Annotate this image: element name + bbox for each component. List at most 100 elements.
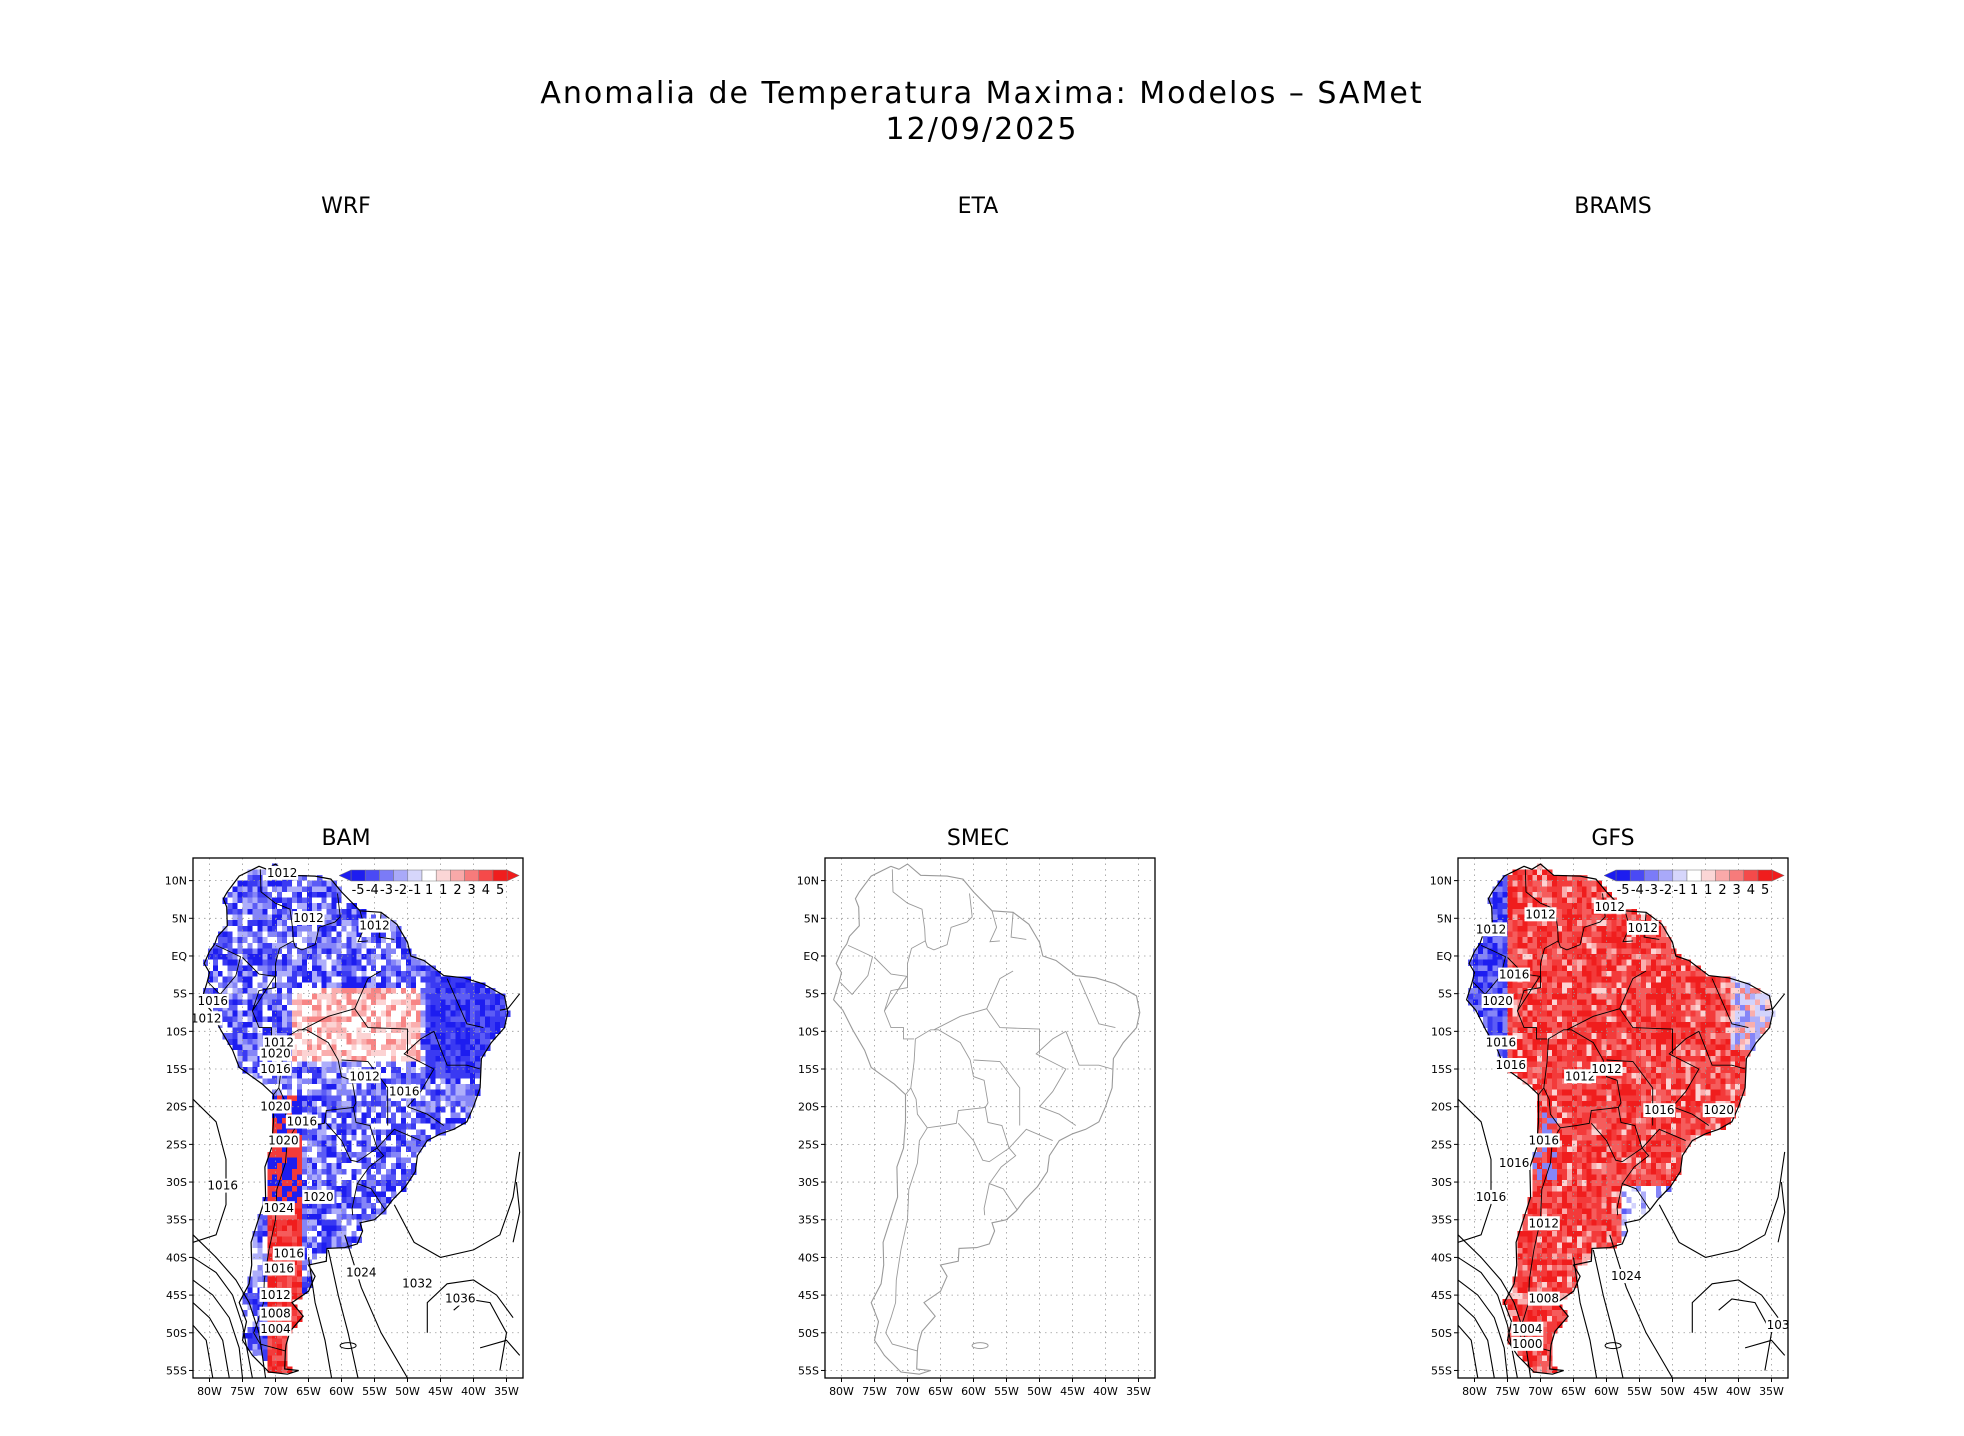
anomaly-cell <box>1581 1005 1588 1012</box>
anomaly-cell <box>341 1010 347 1017</box>
anomaly-cell <box>1566 886 1573 893</box>
anomaly-cell <box>1522 1005 1528 1012</box>
anomaly-cell <box>1670 1055 1677 1063</box>
anomaly-cell <box>1715 1033 1721 1040</box>
anomaly-cell <box>282 1236 288 1243</box>
anomaly-cell <box>321 1005 328 1012</box>
anomaly-cell <box>301 875 308 882</box>
anomaly-cell <box>1685 965 1692 972</box>
anomaly-cell <box>1562 897 1568 904</box>
anomaly-cell <box>1537 959 1543 966</box>
anomaly-cell <box>1621 1005 1627 1012</box>
anomaly-cell <box>1631 942 1637 950</box>
anomaly-cell <box>410 976 417 983</box>
anomaly-cell <box>361 999 367 1006</box>
anomaly-cell <box>1740 1084 1746 1091</box>
anomaly-cell <box>262 999 268 1006</box>
anomaly-cell <box>331 1242 338 1249</box>
anomaly-cell <box>341 1021 347 1029</box>
anomaly-cell <box>247 925 253 933</box>
anomaly-cell <box>1705 1095 1711 1102</box>
anomaly-cell <box>242 1005 248 1012</box>
anomaly-cell <box>336 1214 343 1221</box>
anomaly-cell <box>1596 971 1603 978</box>
anomaly-cell <box>296 1174 303 1181</box>
anomaly-cell <box>420 1135 427 1142</box>
anomaly-cell <box>361 1123 367 1130</box>
anomaly-cell <box>1576 891 1583 899</box>
anomaly-cell <box>321 1095 328 1102</box>
anomaly-cell <box>1537 880 1543 887</box>
anomaly-cell <box>1700 1044 1706 1051</box>
anomaly-cell <box>381 948 387 955</box>
anomaly-cell <box>1591 999 1598 1006</box>
anomaly-cell <box>262 937 268 944</box>
colorbar-min-arrow <box>338 869 352 882</box>
anomaly-cell <box>430 1050 437 1057</box>
anomaly-cell <box>1566 976 1573 983</box>
anomaly-cell <box>296 1310 303 1317</box>
anomaly-cell <box>1680 1027 1687 1034</box>
anomaly-cell <box>1646 1078 1652 1085</box>
anomaly-cell <box>1581 1118 1588 1125</box>
anomaly-cell <box>1557 1118 1563 1125</box>
lon-tick-label: 55W <box>362 1385 387 1398</box>
anomaly-cell <box>262 925 268 933</box>
anomaly-cell <box>1581 1033 1588 1040</box>
anomaly-cell <box>306 1157 313 1164</box>
anomaly-cell <box>410 1157 417 1164</box>
anomaly-cell <box>1571 1112 1578 1119</box>
anomaly-cell <box>1685 1095 1692 1102</box>
anomaly-cell <box>222 1016 229 1023</box>
anomaly-cell <box>1522 1010 1528 1017</box>
anomaly-cell <box>301 1010 308 1017</box>
anomaly-cell <box>455 1078 461 1085</box>
anomaly-cell <box>1730 1021 1736 1029</box>
lat-tick-label: 50S <box>166 1327 187 1340</box>
anomaly-cell <box>232 897 239 904</box>
anomaly-cell <box>296 1038 303 1046</box>
anomaly-cell <box>400 1050 407 1057</box>
anomaly-cell <box>1656 1016 1662 1023</box>
anomaly-cell <box>1665 1021 1672 1029</box>
anomaly-cell <box>1507 920 1513 927</box>
anomaly-cell <box>400 1044 407 1051</box>
anomaly-cell <box>1735 1072 1741 1080</box>
isobar-line <box>307 1257 333 1378</box>
anomaly-cell <box>341 988 347 995</box>
anomaly-cell <box>445 1038 451 1046</box>
anomaly-cell <box>405 965 412 972</box>
anomaly-cell <box>1487 1021 1494 1029</box>
anomaly-cell <box>227 886 234 893</box>
anomaly-cell <box>336 1010 343 1017</box>
anomaly-cell <box>316 954 323 961</box>
anomaly-cell <box>257 920 263 927</box>
anomaly-cell <box>301 1072 308 1080</box>
anomaly-cell <box>361 965 367 972</box>
anomaly-cell <box>1611 976 1617 983</box>
anomaly-cell <box>336 1236 343 1243</box>
anomaly-cell <box>326 1129 333 1136</box>
anomaly-cell <box>1601 1055 1607 1063</box>
anomaly-cell <box>485 988 491 995</box>
anomaly-cell <box>1512 925 1518 933</box>
anomaly-cell <box>1502 1010 1508 1017</box>
anomaly-field <box>202 863 511 1373</box>
anomaly-cell <box>1755 1010 1761 1017</box>
anomaly-cell <box>395 1095 402 1102</box>
anomaly-cell <box>1661 954 1667 961</box>
anomaly-cell <box>326 914 333 921</box>
anomaly-cell <box>1616 1010 1622 1017</box>
anomaly-cell <box>252 891 258 899</box>
anomaly-cell <box>1562 1005 1568 1012</box>
anomaly-cell <box>301 1219 308 1226</box>
axes: 10N5NEQ5S10S15S20S25S30S35S40S45S50S55S8… <box>797 875 1151 1398</box>
anomaly-cell <box>1527 954 1533 961</box>
anomaly-cell <box>227 903 234 910</box>
anomaly-cell <box>311 1214 318 1221</box>
anomaly-cell <box>475 1055 481 1063</box>
anomaly-cell <box>1527 993 1533 1000</box>
anomaly-cell <box>1497 954 1504 961</box>
anomaly-cell <box>257 1355 263 1362</box>
anomaly-cell <box>405 1151 412 1159</box>
